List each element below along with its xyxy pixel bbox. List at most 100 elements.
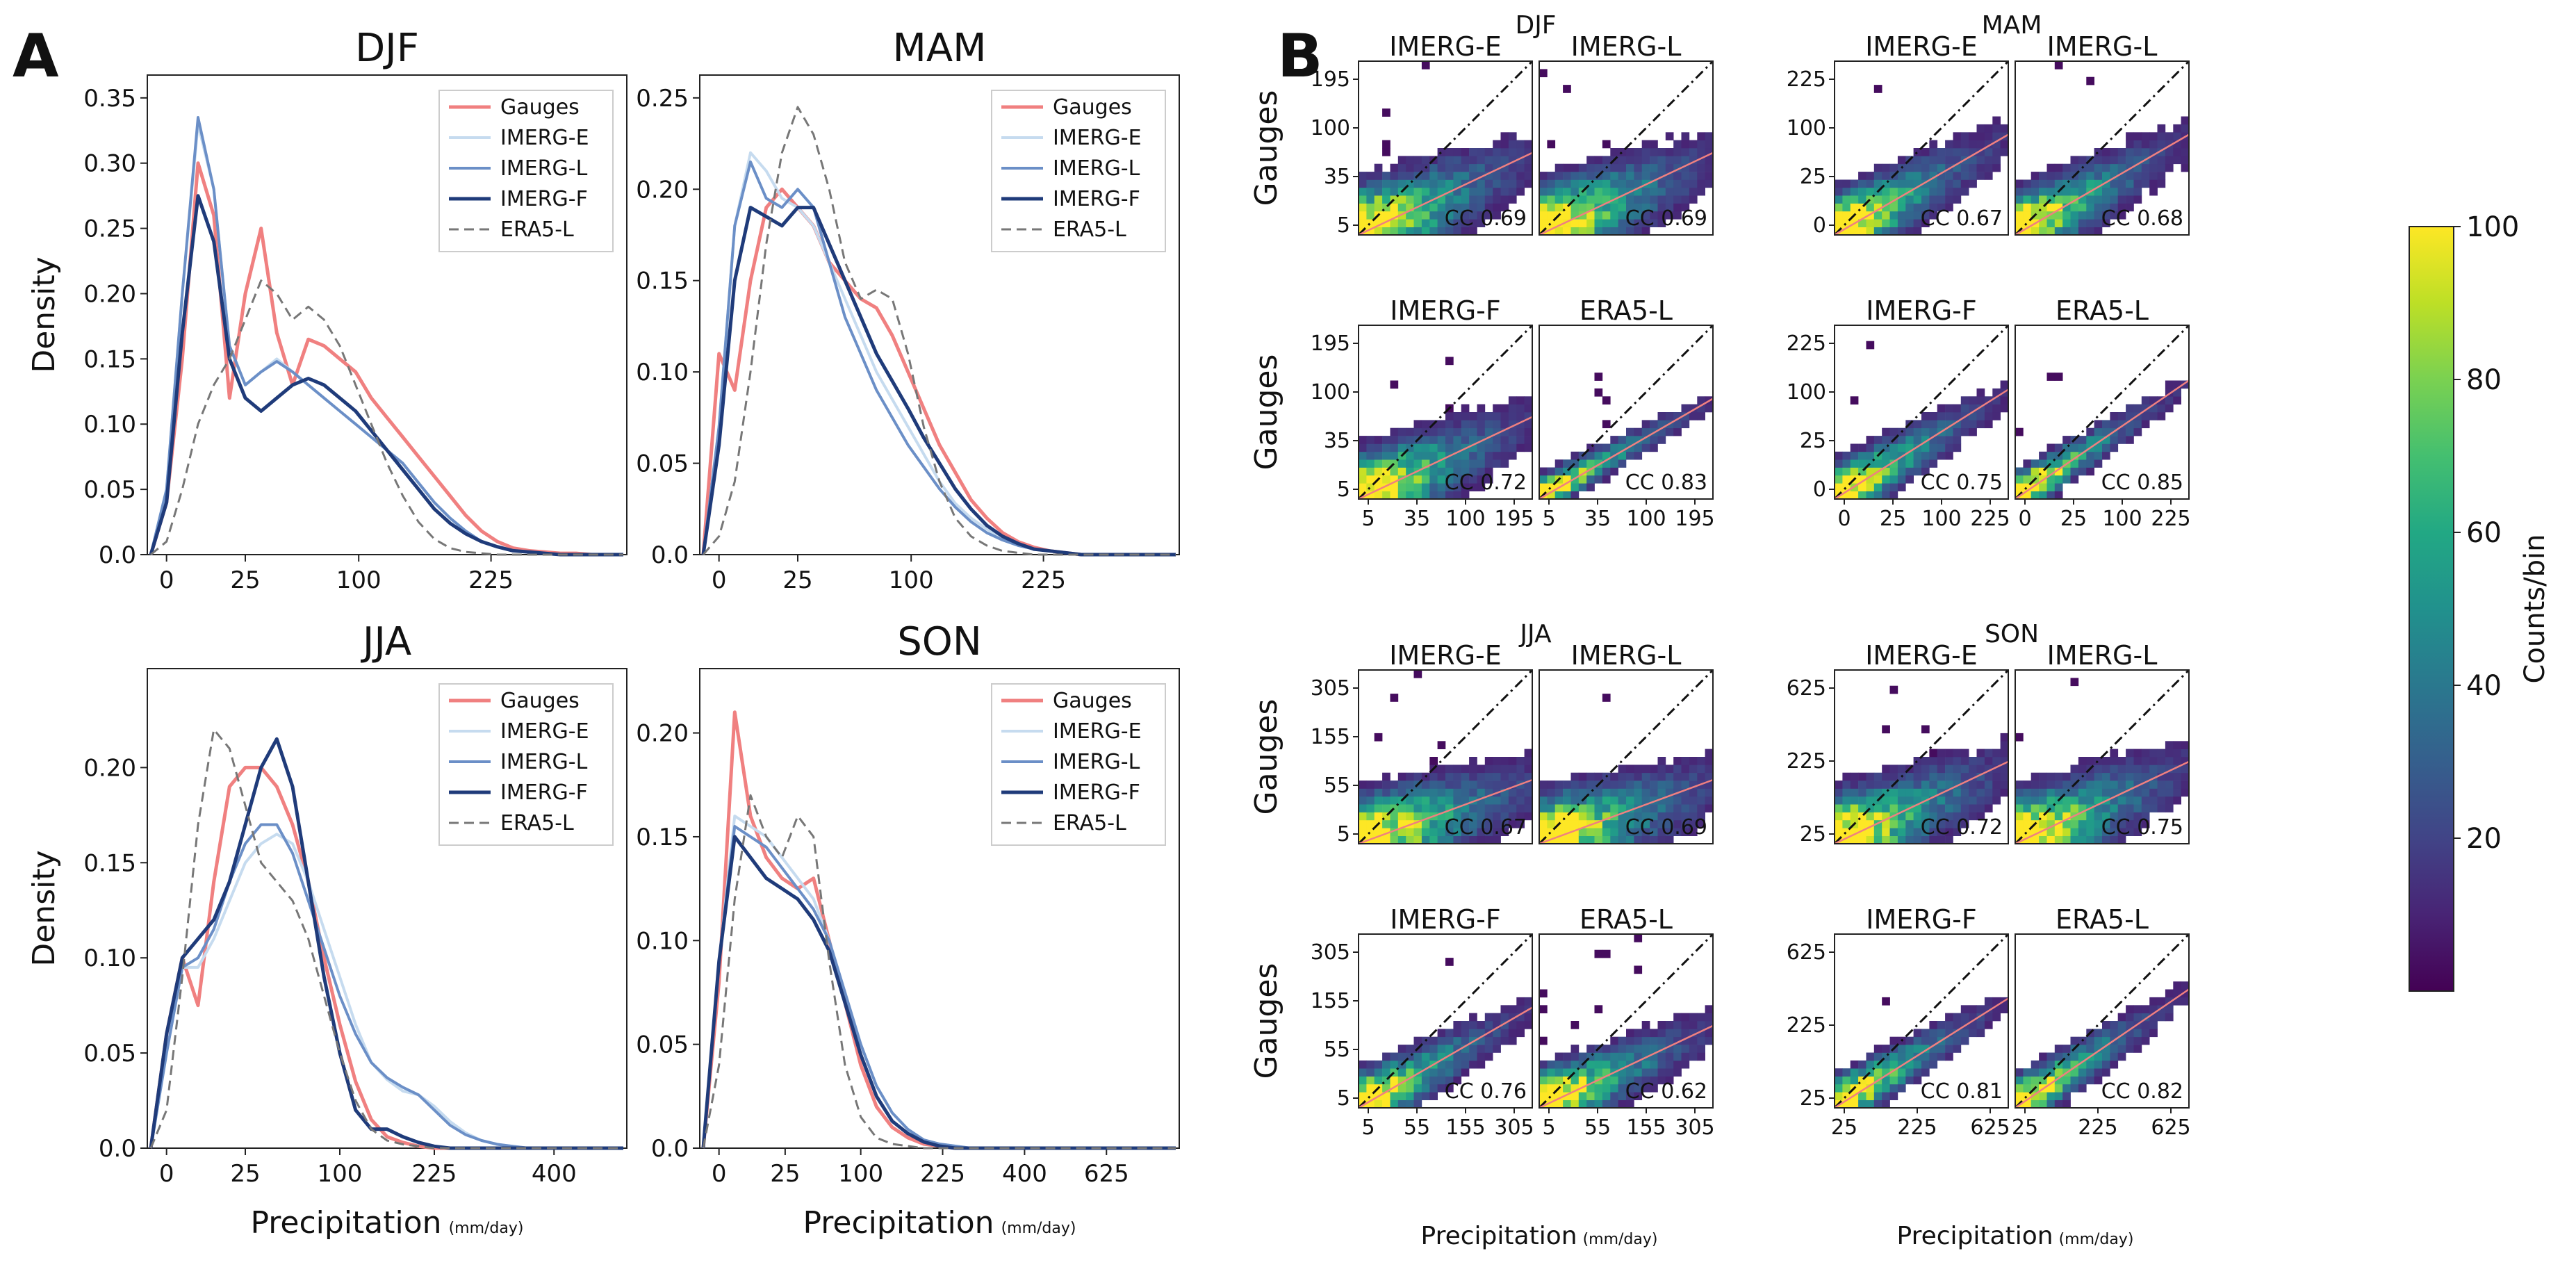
heatmap-cell bbox=[1913, 203, 1922, 212]
heatmap-cell bbox=[2046, 195, 2056, 204]
heatmap-cell bbox=[1554, 835, 1564, 844]
heatmap-cell bbox=[1913, 172, 1922, 180]
heatmap-cell bbox=[1602, 1045, 1611, 1053]
heatmap-cell bbox=[1500, 436, 1509, 444]
heatmap-cell bbox=[1547, 179, 1556, 188]
heatmap-cell bbox=[1976, 163, 1985, 172]
heatmap-cell bbox=[1547, 1076, 1556, 1085]
heatmap-cell bbox=[2015, 203, 2024, 212]
heatmap-cell bbox=[2133, 172, 2142, 180]
heatmap-cell bbox=[1626, 1052, 1634, 1061]
heatmap-cell bbox=[1665, 828, 1674, 836]
heatmap-cell bbox=[2015, 828, 2024, 836]
heatmap-cell bbox=[1445, 483, 1454, 491]
heatmap-cell bbox=[1882, 796, 1890, 805]
y-tick-label: 0.0 bbox=[651, 1135, 689, 1163]
heatmap-cell bbox=[1547, 1060, 1556, 1069]
heatmap-cell bbox=[1842, 835, 1851, 844]
heatmap-cell bbox=[1500, 179, 1509, 188]
heatmap-cell bbox=[1882, 765, 1890, 774]
heatmap-cell bbox=[2000, 780, 2009, 789]
heatmap-cell bbox=[1626, 1029, 1634, 1038]
heatmap-cell bbox=[1937, 796, 1946, 805]
heatmap-cell bbox=[1524, 172, 1533, 180]
heatmap-cell bbox=[1889, 1036, 1898, 1045]
heatmap-cell bbox=[1882, 475, 1890, 484]
heatmap-cell bbox=[1421, 227, 1430, 236]
heatmap-cell bbox=[1945, 1045, 1953, 1053]
heatmap-cell bbox=[2141, 796, 2150, 805]
heatmap-cell bbox=[1618, 812, 1627, 821]
heatmap-cell bbox=[1382, 835, 1390, 844]
heatmap-cell bbox=[1397, 459, 1406, 468]
heatmap-cell bbox=[1889, 179, 1898, 188]
heatmap-cell bbox=[1665, 156, 1674, 165]
heatmap-cell bbox=[1882, 819, 1890, 828]
heatmap-cell bbox=[1657, 780, 1666, 789]
heatmap-cell bbox=[1429, 1076, 1438, 1085]
heatmap-cell bbox=[1413, 227, 1422, 236]
heatmap-cell bbox=[2117, 796, 2126, 805]
heatmap-cell bbox=[1500, 819, 1509, 828]
heatmap-cell bbox=[1905, 436, 1914, 444]
heatmap-cell bbox=[1873, 780, 1882, 789]
heatmap-cell bbox=[2046, 835, 2056, 844]
heatmap-cell bbox=[1681, 772, 1690, 781]
heatmap-cell bbox=[1882, 427, 1890, 436]
heatmap-cell bbox=[1477, 835, 1486, 844]
heatmap-cell bbox=[2023, 227, 2032, 236]
plot-frame bbox=[699, 74, 1180, 555]
heatmap-cell bbox=[1953, 749, 1962, 758]
y-tick-label: 100 bbox=[1787, 116, 1826, 140]
heatmap-cell bbox=[1689, 1052, 1698, 1061]
heatmap-cell bbox=[1461, 412, 1470, 420]
heatmap-cell bbox=[2046, 459, 2056, 468]
heatmap-cell bbox=[1594, 467, 1603, 476]
heatmap-cell bbox=[1406, 156, 1414, 165]
heatmap-cell bbox=[1359, 804, 1367, 812]
heatmap-cell bbox=[1650, 819, 1658, 828]
heatmap-cell bbox=[1421, 796, 1430, 805]
heatmap-cell bbox=[1366, 475, 1375, 484]
heatmap-cell bbox=[2000, 140, 2009, 149]
heatmap-cell bbox=[1366, 172, 1375, 180]
heatmap-cell bbox=[1673, 1045, 1682, 1053]
heatmap-cell bbox=[1366, 1076, 1375, 1085]
heatmap-cell bbox=[2054, 483, 2063, 491]
heatmap-cell bbox=[2173, 380, 2181, 389]
heatmap-cell bbox=[1359, 467, 1367, 476]
heatmap-cell bbox=[1374, 1100, 1383, 1109]
heatmap-cell bbox=[1634, 828, 1643, 836]
heatmap-cell bbox=[1437, 420, 1446, 429]
heatmap-cell bbox=[1359, 219, 1367, 227]
heatmap-cell bbox=[1953, 1021, 1962, 1029]
heatmap-cell bbox=[1539, 1076, 1548, 1085]
y-tick-label: 100 bbox=[1787, 380, 1826, 404]
heatmap-cell bbox=[1413, 1084, 1422, 1093]
heatmap-cell bbox=[1421, 812, 1430, 821]
heatmap-cell bbox=[1477, 427, 1486, 436]
x-tick-label: 225 bbox=[2078, 1115, 2117, 1140]
heatmap-cell bbox=[1873, 85, 1882, 93]
heatmap-cell bbox=[1570, 179, 1580, 188]
heatmap-cell bbox=[2149, 172, 2158, 180]
heatmap-cell bbox=[2023, 812, 2032, 821]
heatmap-cell bbox=[1547, 227, 1556, 236]
heatmap-cell bbox=[1984, 140, 1993, 149]
heatmap-cell bbox=[1921, 1029, 1930, 1038]
heatmap-cell bbox=[1945, 203, 1953, 212]
x-tick-label: 625 bbox=[1084, 1160, 1129, 1188]
heatmap-cell bbox=[1586, 1100, 1595, 1109]
heatmap-cell bbox=[1697, 187, 1705, 196]
heatmap-cell bbox=[1437, 148, 1446, 156]
season-title: DJF bbox=[1515, 11, 1556, 40]
heatmap-cell bbox=[1945, 1052, 1953, 1061]
heatmap-cell bbox=[1477, 828, 1486, 836]
heatmap-cell bbox=[2031, 835, 2040, 844]
heatmap-cell bbox=[1882, 804, 1890, 812]
heatmap-cell bbox=[1413, 804, 1422, 812]
heatmap-cell bbox=[1858, 1084, 1867, 1093]
legend-box bbox=[438, 683, 614, 846]
